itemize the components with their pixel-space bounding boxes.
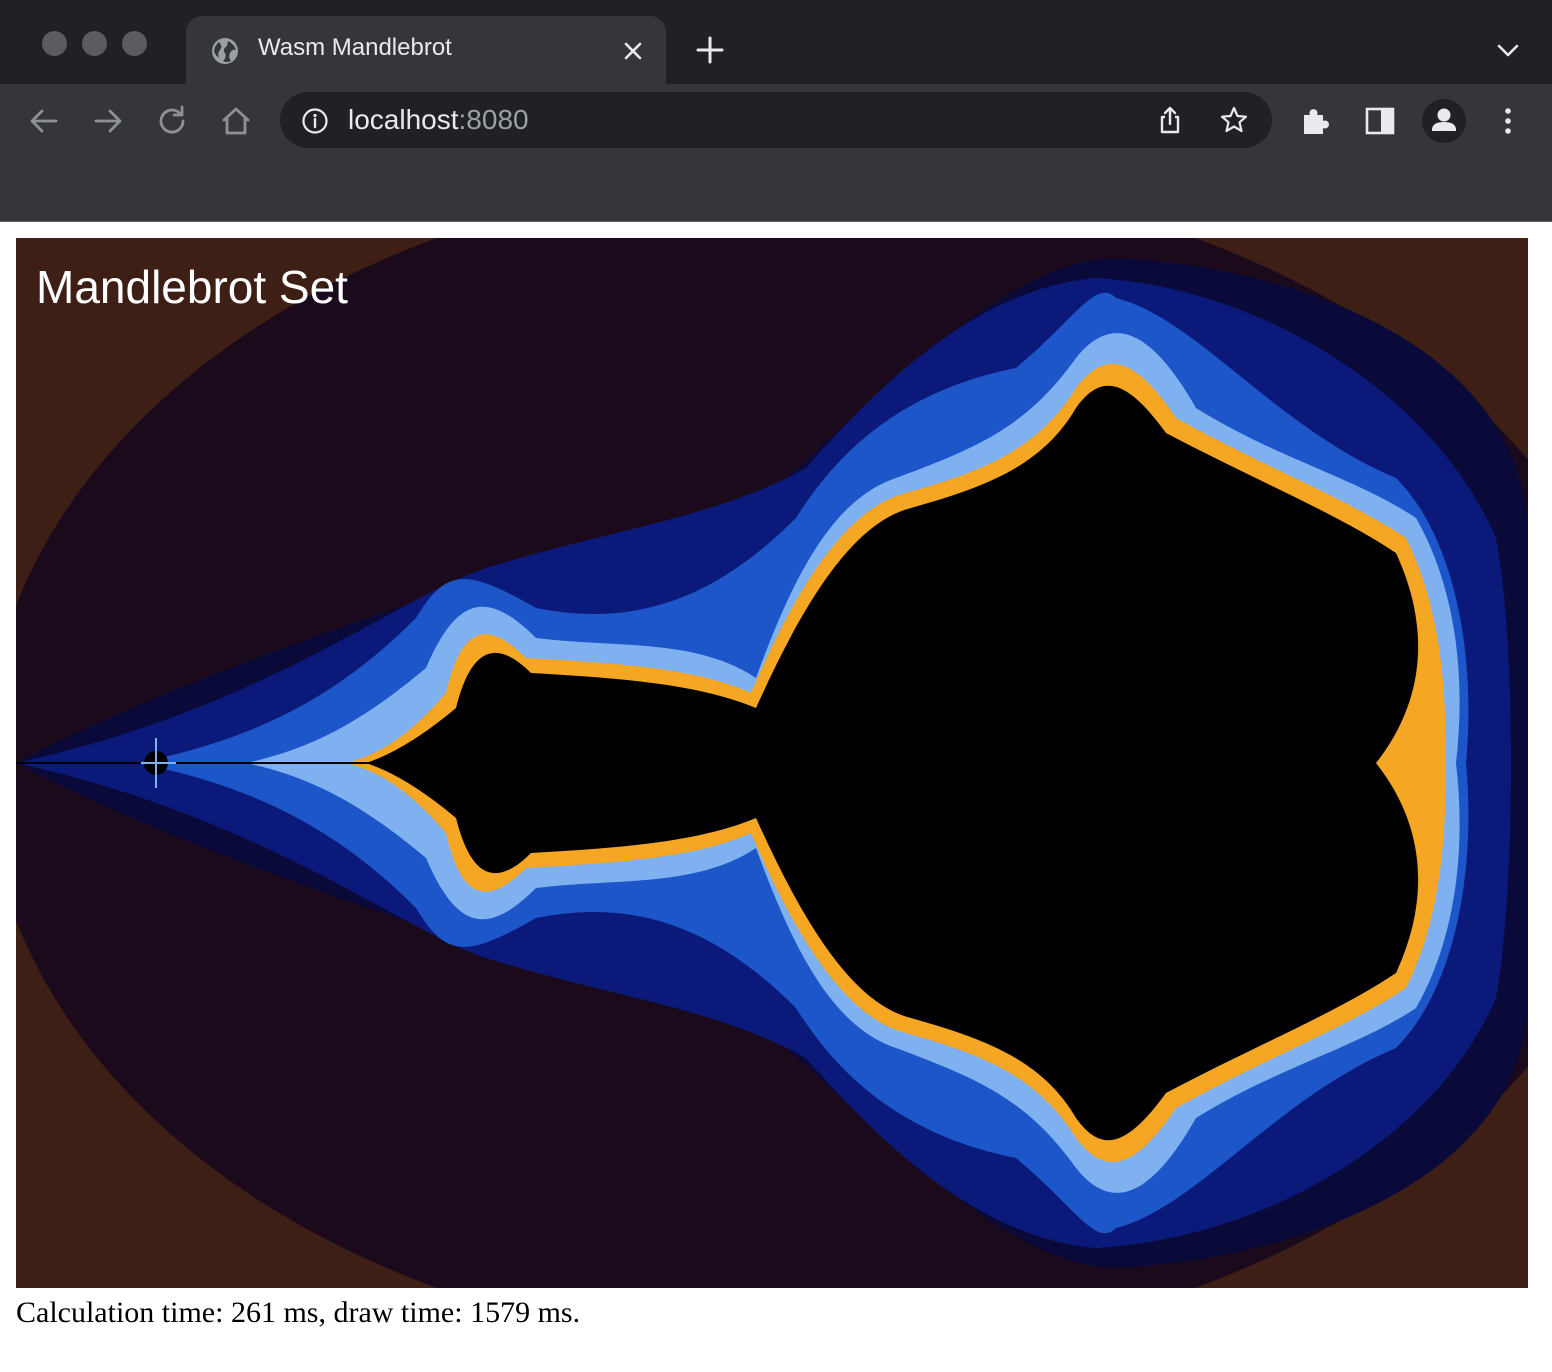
window-minimize-button[interactable]	[82, 31, 107, 56]
tab-strip: Wasm Mandlebrot	[0, 0, 1552, 84]
browser-window-chrome: Wasm Mandlebrot	[0, 0, 1552, 222]
navigation-toolbar: localhost:8080	[0, 84, 1552, 156]
mandelbrot-set-body	[366, 385, 1419, 1141]
address-bar[interactable]: localhost:8080	[280, 92, 1272, 148]
back-arrow-icon[interactable]	[24, 101, 64, 141]
globe-icon	[212, 38, 238, 64]
extensions-puzzle-icon[interactable]	[1296, 101, 1336, 141]
url-text[interactable]: localhost:8080	[348, 104, 529, 136]
home-icon[interactable]	[216, 101, 256, 141]
info-icon[interactable]	[300, 106, 330, 136]
timing-status-text: Calculation time: 261 ms, draw time: 157…	[16, 1296, 581, 1329]
tab-title: Wasm Mandlebrot	[258, 34, 452, 61]
url-port: :8080	[458, 104, 529, 135]
close-icon[interactable]	[618, 36, 648, 66]
window-close-button[interactable]	[42, 31, 67, 56]
mandelbrot-render	[16, 238, 1528, 1288]
window-zoom-button[interactable]	[122, 31, 147, 56]
reload-icon[interactable]	[152, 101, 192, 141]
chevron-down-icon[interactable]	[1494, 36, 1522, 64]
url-host: localhost	[348, 104, 459, 135]
side-panel-icon[interactable]	[1360, 101, 1400, 141]
forward-arrow-icon[interactable]	[88, 101, 128, 141]
share-icon[interactable]	[1154, 104, 1186, 136]
mini-bulb-spikes	[141, 738, 176, 788]
kebab-menu-icon[interactable]	[1488, 101, 1528, 141]
profile-avatar-icon[interactable]	[1420, 97, 1468, 145]
tab-active[interactable]: Wasm Mandlebrot	[186, 16, 666, 84]
star-icon[interactable]	[1218, 104, 1250, 136]
mandelbrot-canvas[interactable]: Mandlebrot Set	[16, 238, 1528, 1288]
canvas-title: Mandlebrot Set	[36, 261, 348, 313]
plus-icon[interactable]	[694, 34, 726, 66]
